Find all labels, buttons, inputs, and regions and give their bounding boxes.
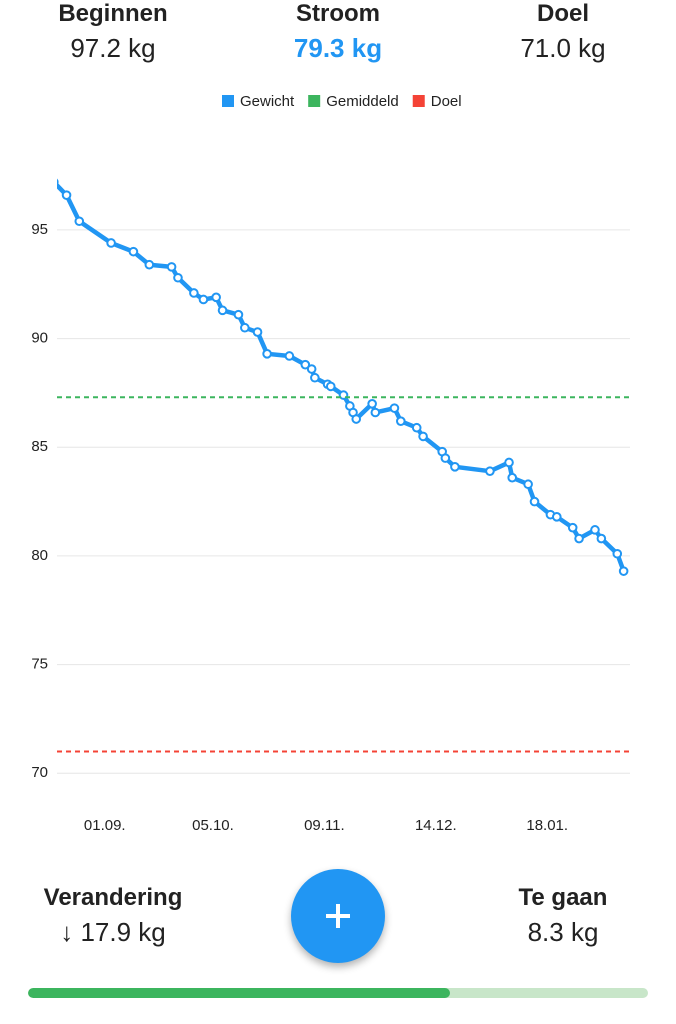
data-point [529, 496, 540, 507]
y-tick-label: 70 [31, 764, 48, 781]
data-point [389, 403, 400, 413]
y-tick-label: 90 [31, 330, 48, 347]
stat-label: Beginnen [58, 0, 168, 27]
data-point [596, 533, 607, 544]
progress-fill [28, 988, 450, 998]
x-tick-label: 14.12. [415, 817, 457, 834]
x-tick-label: 18.01. [526, 817, 568, 834]
legend-swatch [222, 95, 234, 107]
data-point [173, 272, 183, 283]
chart: Gewicht Gemiddeld Doel 70 75 80 85 90 95 01.09. 0… [31, 93, 630, 834]
progress-bar [28, 988, 648, 998]
data-point [325, 381, 336, 392]
stat-value: 8.3 kg [527, 917, 599, 947]
data-point [233, 309, 244, 320]
stat-value: ↓ 17.9 kg [60, 917, 166, 947]
data-point [306, 364, 317, 374]
data-point [551, 512, 562, 522]
data-point [74, 216, 85, 227]
data-point [300, 359, 311, 370]
stat-value: 97.2 kg [70, 33, 156, 63]
stat-value: 79.3 kg [293, 33, 383, 63]
y-tick-label: 85 [31, 438, 48, 455]
x-tick-label: 09.11. [304, 817, 345, 834]
data-point [440, 453, 451, 463]
x-tick-label: 05.10. [192, 817, 234, 834]
data-point [144, 259, 155, 270]
data-point [485, 466, 495, 476]
data-point [128, 246, 139, 257]
add-button[interactable] [291, 869, 385, 963]
data-point [262, 349, 272, 359]
data-point [590, 525, 600, 535]
legend-swatch [412, 95, 425, 107]
data-point [57, 178, 59, 186]
stat: Beginnen 97.2 kg [3, 0, 223, 64]
data-point [396, 416, 406, 426]
data-point [198, 294, 209, 305]
data-point [574, 533, 584, 544]
data-point [351, 414, 362, 424]
stat: Verandering ↓ 17.9 kg [3, 884, 223, 948]
data-point [252, 327, 263, 337]
legend-swatch [308, 95, 321, 107]
data-point [523, 479, 533, 490]
y-tick-label: 95 [31, 221, 48, 238]
stat: Te gaan 8.3 kg [453, 884, 673, 948]
data-point [370, 407, 381, 418]
data-point [61, 190, 72, 200]
data-point [612, 548, 623, 559]
stat-value: 71.0 kg [520, 33, 606, 63]
legend: Gewicht Gemiddeld Doel [222, 93, 462, 110]
x-tick-label: 01.09. [84, 817, 126, 834]
data-point [240, 322, 250, 333]
data-point [310, 372, 320, 383]
data-point [450, 462, 460, 472]
data-point [367, 399, 377, 409]
y-tick-label: 80 [31, 547, 48, 564]
stat-label: Verandering [43, 884, 183, 911]
data-point [507, 472, 518, 483]
data-point [189, 288, 199, 298]
data-point [618, 566, 629, 576]
stat: Stroom 79.3 kg [228, 0, 448, 64]
stat-label: Doel [536, 0, 589, 27]
data-point [567, 522, 578, 533]
data-point [211, 292, 221, 303]
y-tick-label: 75 [31, 656, 48, 673]
data-point [217, 305, 228, 316]
data-point [106, 238, 116, 248]
data-point [504, 457, 514, 468]
legend-label: Gewicht [240, 93, 295, 110]
weight-line [57, 182, 626, 572]
stat-label: Te gaan [518, 884, 608, 911]
data-point [411, 422, 422, 433]
data-point [284, 351, 295, 361]
stat-label: Stroom [296, 0, 380, 27]
stat: Doel 71.0 kg [453, 0, 673, 64]
data-point [418, 431, 428, 442]
legend-label: Doel [431, 93, 462, 110]
legend-label: Gemiddeld [326, 93, 399, 110]
data-point [166, 262, 177, 272]
